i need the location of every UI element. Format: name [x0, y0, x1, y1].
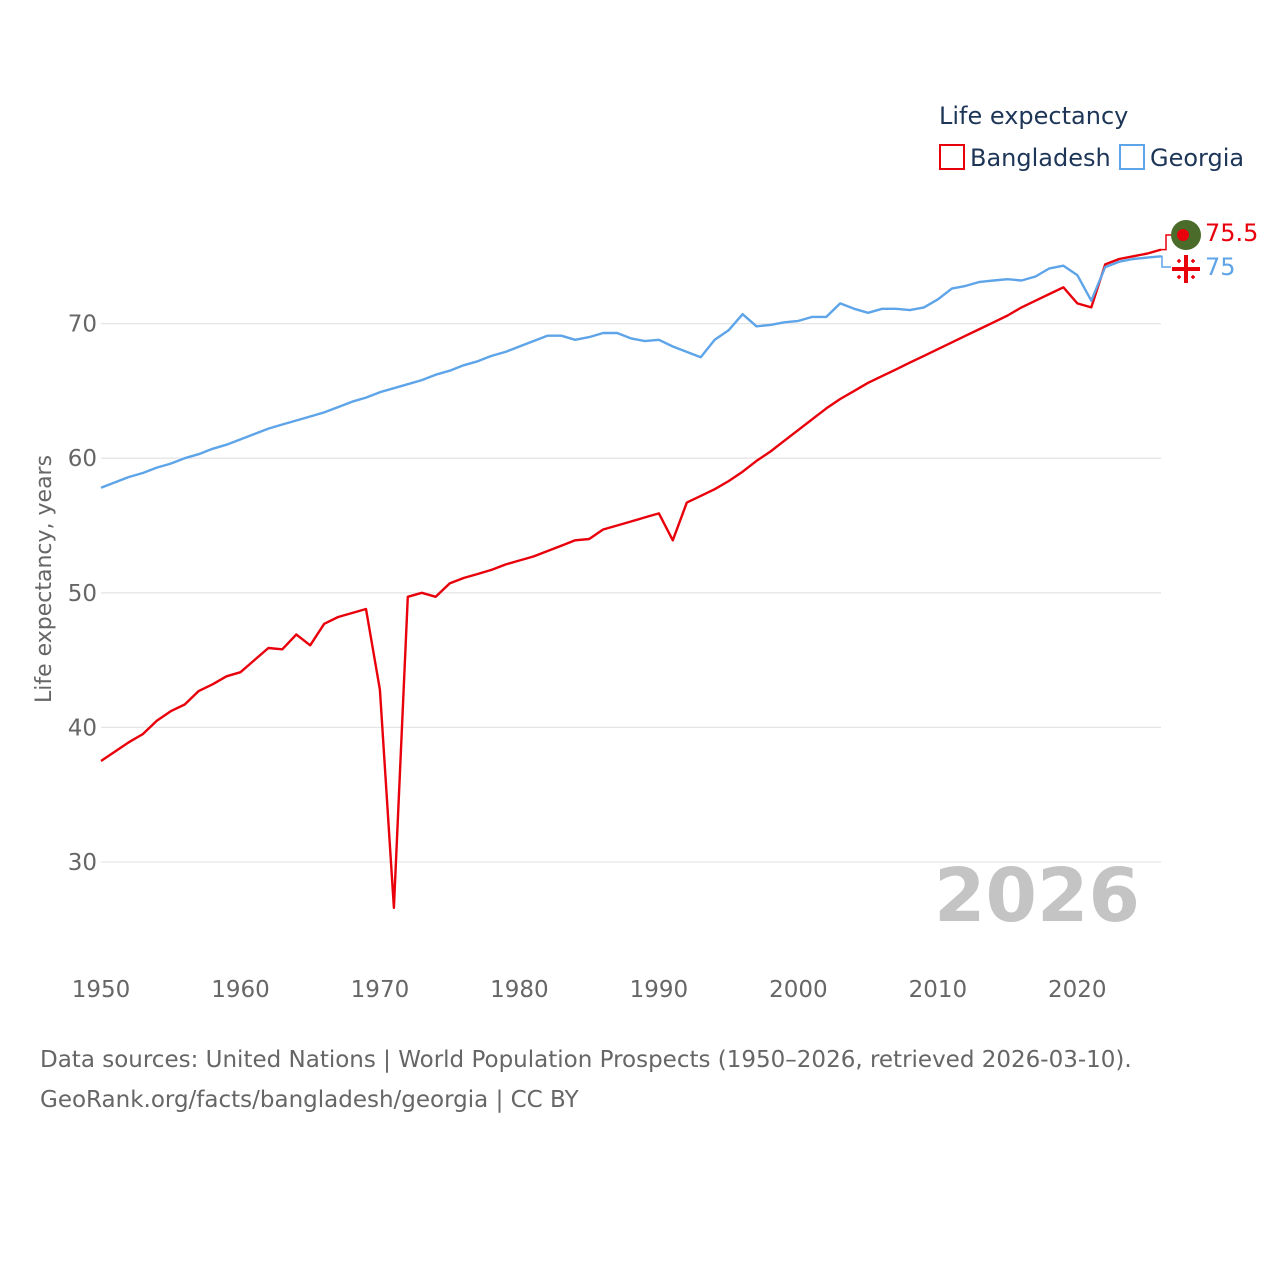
series-line-georgia[interactable] — [100, 255, 1162, 489]
legend-title: Life expectancy — [939, 102, 1128, 130]
x-tick-label-2010: 2010 — [909, 977, 968, 1003]
source-attribution: Data sources: United Nations | World Pop… — [40, 1040, 1240, 1120]
y-tick-label-60: 60 — [68, 446, 97, 472]
legend-label-bangladesh: Bangladesh — [970, 144, 1111, 172]
y-tick-label-30: 30 — [68, 850, 97, 876]
georgia-flag-icon — [1171, 254, 1201, 284]
bangladesh-end-value: 75.5 — [1205, 219, 1258, 247]
x-tick-label-1970: 1970 — [351, 977, 410, 1003]
x-tick-label-1950: 1950 — [72, 977, 131, 1003]
legend-item-bangladesh[interactable]: Bangladesh — [939, 144, 1111, 172]
legend-label-georgia: Georgia — [1150, 144, 1244, 172]
y-tick-label-40: 40 — [68, 715, 97, 741]
series-line-bangladesh[interactable] — [100, 248, 1162, 909]
source-line-link[interactable]: GeoRank.org/facts/bangladesh/georgia | C… — [40, 1087, 579, 1113]
life-expectancy-chart: 30 40 50 60 70 1950 1960 1970 1980 1990 2000 2010 20… — [32, 102, 1258, 1003]
bangladesh-flag-icon — [1171, 220, 1201, 250]
y-tick-label-50: 50 — [68, 581, 97, 607]
bangladesh-end-connector — [1161, 234, 1171, 251]
y-tick-label-70: 70 — [68, 312, 97, 338]
x-tick-label-1990: 1990 — [630, 977, 689, 1003]
legend: Life expectancy Bangladesh Georgia — [939, 102, 1244, 172]
axis-layer: 30 40 50 60 70 1950 1960 1970 1980 1990 2000 2010 20… — [68, 312, 1107, 1003]
x-tick-label-2000: 2000 — [769, 977, 828, 1003]
x-tick-label-1960: 1960 — [211, 977, 270, 1003]
georgia-end-connector — [1161, 255, 1171, 268]
x-tick-label-2020: 2020 — [1048, 977, 1107, 1003]
legend-swatch-georgia — [1119, 144, 1145, 170]
series-layer — [100, 248, 1162, 909]
y-axis-label: Life expectancy, years — [32, 455, 57, 703]
end-labels: 75.5 75 — [1161, 219, 1258, 284]
x-tick-label-1980: 1980 — [490, 977, 549, 1003]
current-year-watermark: 2026 — [934, 853, 1140, 939]
georgia-end-value: 75 — [1205, 253, 1236, 281]
source-line-data: Data sources: United Nations | World Pop… — [40, 1047, 1132, 1073]
grid-layer — [101, 322, 1161, 863]
legend-item-georgia[interactable]: Georgia — [1119, 144, 1244, 172]
legend-swatch-bangladesh — [939, 144, 965, 170]
